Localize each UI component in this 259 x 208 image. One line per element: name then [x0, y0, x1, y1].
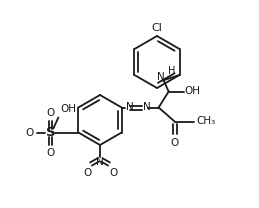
Text: OH: OH	[185, 87, 201, 97]
Text: S: S	[46, 126, 55, 139]
Text: N: N	[96, 157, 104, 167]
Text: H: H	[168, 67, 175, 77]
Text: N: N	[126, 103, 133, 113]
Text: Cl: Cl	[152, 23, 162, 33]
Text: N: N	[157, 73, 164, 83]
Text: CH₃: CH₃	[197, 116, 216, 126]
Text: O: O	[46, 147, 54, 157]
Text: O: O	[25, 128, 33, 137]
Text: O: O	[83, 168, 91, 178]
Text: O: O	[46, 108, 54, 118]
Text: OH: OH	[60, 104, 76, 114]
Text: O: O	[109, 168, 117, 178]
Text: O: O	[170, 137, 179, 147]
Text: N: N	[143, 103, 150, 113]
